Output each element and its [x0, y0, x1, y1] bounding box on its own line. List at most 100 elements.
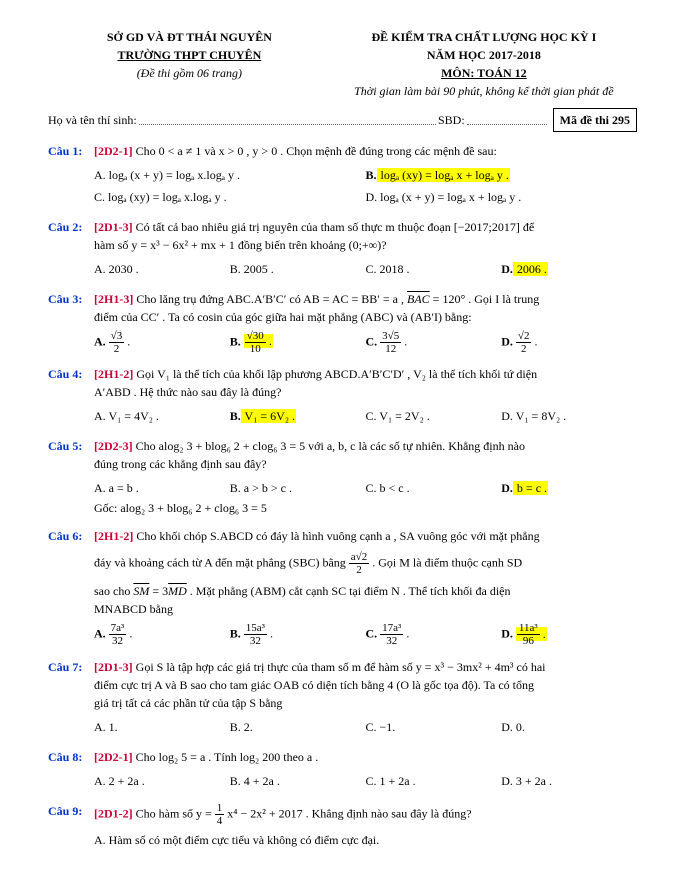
q-code: [2D1-3]	[94, 660, 133, 674]
sbd-label: SBD:	[438, 111, 465, 129]
opt-b: B. V₁ = 6V₂ .	[230, 405, 366, 427]
q-body: [2D2-3] Cho alog₂ 3 + blog₆ 2 + clog₆ 3 …	[94, 437, 637, 517]
opt-b: B. logₐ (xy) = logₐ x + logₐ y .	[366, 164, 638, 186]
q-stem-2: đúng trong các khẳng định sau đây?	[94, 455, 637, 473]
q-stem-2: hàm số y = x³ − 6x² + mx + 1 đồng biến t…	[94, 236, 637, 254]
name-field	[139, 115, 436, 125]
q-label: Câu 1:	[48, 142, 94, 208]
q-stem-1: Gọi S là tập hợp các giá trị thực của th…	[136, 660, 546, 674]
opt-c: C. logₐ (xy) = logₐ x.logₐ y .	[94, 186, 366, 208]
candidate-row: Họ và tên thí sinh: SBD: Mã đề thi 295	[48, 108, 637, 132]
q-label: Câu 4:	[48, 365, 94, 427]
opt-b: B. 15a³32 .	[230, 622, 366, 647]
opt-a: A. V₁ = 4V₂ .	[94, 405, 230, 427]
question-6: Câu 6: [2H1-2] Cho khối chóp S.ABCD có đ…	[48, 527, 637, 647]
opt-d: D. 2006 .	[501, 258, 637, 280]
q-label: Câu 3:	[48, 290, 94, 355]
question-4: Câu 4: [2H1-2] Gọi V₁ là thể tích của kh…	[48, 365, 637, 427]
angle-bac: BAC	[407, 292, 430, 306]
opt-d: D. b = c .	[501, 477, 637, 499]
options: A. V₁ = 4V₂ . B. V₁ = 6V₂ . C. V₁ = 2V₂ …	[94, 405, 637, 427]
opt-c: C. 2018 .	[366, 258, 502, 280]
options: A. logₐ (x + y) = logₐ x.logₐ y . B. log…	[94, 164, 637, 208]
header-right: ĐỀ KIỂM TRA CHẤT LƯỢNG HỌC KỲ I NĂM HỌC …	[331, 28, 637, 100]
opt-c: C. −1.	[366, 716, 502, 738]
options: A. √32 . B. √3010 . C. 3√512 . D. √22 .	[94, 330, 637, 355]
q-stem-2: điểm cực trị A và B sao cho tam giác OAB…	[94, 676, 637, 694]
opt-a: A. a = b .	[94, 477, 230, 499]
q-stem-1: Cho khối chóp S.ABCD có đáy là hình vuôn…	[136, 529, 539, 543]
question-1: Câu 1: [2D2-1] Cho 0 < a ≠ 1 và x > 0 , …	[48, 142, 637, 208]
pages-note: (Đề thi gồm 06 trang)	[48, 64, 331, 82]
q-stem-3: điểm của CC′ . Ta có cosin của góc giữa …	[94, 308, 637, 326]
opt-a: A. 2030 .	[94, 258, 230, 280]
header-left: SỞ GD VÀ ĐT THÁI NGUYÊN TRƯỜNG THPT CHUY…	[48, 28, 331, 100]
question-3: Câu 3: [2H1-3] Cho lăng trụ đứng ABC.A′B…	[48, 290, 637, 355]
opt-b: B. √3010 .	[230, 330, 366, 355]
opt-d: D. 11a³96 .	[501, 622, 637, 647]
opt-b: B. 2005 .	[230, 258, 366, 280]
q-body: [2H1-3] Cho lăng trụ đứng ABC.A′B′C′ có …	[94, 290, 637, 355]
q-stem-3: sao cho SM = 3MD . Mặt phẳng (ABM) cắt c…	[94, 582, 637, 600]
q-body: [2H1-2] Gọi V₁ là thể tích của khối lập …	[94, 365, 637, 427]
question-9: Câu 9: [2D1-2] Cho hàm số y = 14 x⁴ − 2x…	[48, 802, 637, 849]
exam-page: SỞ GD VÀ ĐT THÁI NGUYÊN TRƯỜNG THPT CHUY…	[0, 0, 685, 877]
q-stem-2: = 120° . Gọi I là trung	[433, 292, 540, 306]
dept-line: SỞ GD VÀ ĐT THÁI NGUYÊN	[48, 28, 331, 46]
opt-a: A. 7a³32 .	[94, 622, 230, 647]
q-stem: Cho log₂ 5 = a . Tính log₂ 200 theo a .	[136, 750, 319, 764]
opt-a: A. Hàm số có một điểm cực tiểu và không …	[94, 831, 637, 849]
q-body: [2D1-3] Gọi S là tập hợp các giá trị thự…	[94, 658, 637, 738]
options: A. 2 + 2a . B. 4 + 2a . C. 1 + 2a . D. 3…	[94, 770, 637, 792]
opt-b: B. a > b > c .	[230, 477, 366, 499]
subject-line: MÔN: TOÁN 12	[331, 64, 637, 82]
opt-c: C. 17a³32 .	[366, 622, 502, 647]
name-label: Họ và tên thí sinh:	[48, 111, 137, 129]
q-code: [2D1-2]	[94, 806, 133, 820]
q-label: Câu 7:	[48, 658, 94, 738]
options: A. 2030 . B. 2005 . C. 2018 . D. 2006 .	[94, 258, 637, 280]
exam-code: Mã đề thi 295	[553, 108, 637, 132]
q-stem-1: Cho alog₂ 3 + blog₆ 2 + clog₆ 3 = 5 với …	[136, 439, 525, 453]
opt-b: B. 2.	[230, 716, 366, 738]
time-note: Thời gian làm bài 90 phút, không kể thời…	[331, 82, 637, 100]
q-stem: Có tất cả bao nhiêu giá trị nguyên của t…	[136, 220, 535, 234]
opt-a: A. 2 + 2a .	[94, 770, 230, 792]
q-label: Câu 8:	[48, 748, 94, 792]
q-stem-2: A′ABD . Hệ thức nào sau đây là đúng?	[94, 383, 637, 401]
opt-a: A. √32 .	[94, 330, 230, 355]
options: A. 1. B. 2. C. −1. D. 0.	[94, 716, 637, 738]
question-5: Câu 5: [2D2-3] Cho alog₂ 3 + blog₆ 2 + c…	[48, 437, 637, 517]
opt-d: D. V₁ = 8V₂ .	[501, 405, 637, 427]
q-stem: Cho 0 < a ≠ 1 và x > 0 , y > 0 . Chọn mệ…	[136, 144, 497, 158]
q-hint: Gốc: alog₂ 3 + blog₆ 2 + clog₆ 3 = 5	[94, 499, 637, 517]
question-7: Câu 7: [2D1-3] Gọi S là tập hợp các giá …	[48, 658, 637, 738]
opt-b: B. 4 + 2a .	[230, 770, 366, 792]
opt-d: D. √22 .	[501, 330, 637, 355]
opt-c: C. b < c .	[366, 477, 502, 499]
q-code: [2H1-2]	[94, 529, 133, 543]
q-code: [2H1-3]	[94, 292, 133, 306]
q-code: [2D2-1]	[94, 144, 133, 158]
opt-d: D. logₐ (x + y) = logₐ x + logₐ y .	[366, 186, 638, 208]
exam-title: ĐỀ KIỂM TRA CHẤT LƯỢNG HỌC KỲ I	[331, 28, 637, 46]
opt-a: A. logₐ (x + y) = logₐ x.logₐ y .	[94, 164, 366, 186]
q-body: [2D1-2] Cho hàm số y = 14 x⁴ − 2x² + 201…	[94, 802, 637, 849]
q-stem-2: đáy và khoảng cách từ A đến mặt phẳng (S…	[94, 551, 637, 576]
q-code: [2D2-1]	[94, 750, 133, 764]
question-8: Câu 8: [2D2-1] Cho log₂ 5 = a . Tính log…	[48, 748, 637, 792]
opt-c: C. 3√512 .	[366, 330, 502, 355]
q-body: [2D1-3] Có tất cả bao nhiêu giá trị nguy…	[94, 218, 637, 280]
q-body: [2H1-2] Cho khối chóp S.ABCD có đáy là h…	[94, 527, 637, 647]
q-code: [2D1-3]	[94, 220, 133, 234]
opt-d: D. 3 + 2a .	[501, 770, 637, 792]
q-stem-3: giá trị tất cả các phần tử của tập S bằn…	[94, 694, 637, 712]
q-code: [2H1-2]	[94, 367, 133, 381]
q-label: Câu 2:	[48, 218, 94, 280]
q-label: Câu 9:	[48, 802, 94, 849]
question-2: Câu 2: [2D1-3] Có tất cả bao nhiêu giá t…	[48, 218, 637, 280]
q-label: Câu 5:	[48, 437, 94, 517]
header: SỞ GD VÀ ĐT THÁI NGUYÊN TRƯỜNG THPT CHUY…	[48, 28, 637, 100]
school-line: TRƯỜNG THPT CHUYÊN	[48, 46, 331, 64]
options: A. a = b . B. a > b > c . C. b < c . D. …	[94, 477, 637, 499]
